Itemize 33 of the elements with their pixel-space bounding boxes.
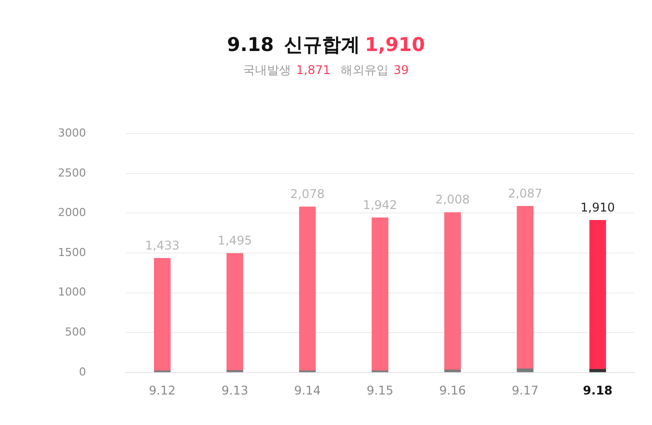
bar — [516, 368, 534, 372]
x-tick-label: 9.15 — [366, 384, 394, 398]
bar — [589, 368, 606, 372]
bar — [444, 212, 461, 370]
total-label: 2,078 — [290, 187, 325, 202]
y-tick-label: 500 — [64, 325, 86, 338]
bar — [226, 253, 244, 371]
chart-subtitle: 국내발생 1,871 해외유입 39 — [243, 63, 409, 77]
x-tick-label: 9.17 — [512, 384, 538, 398]
total-label: 1,910 — [580, 200, 615, 214]
x-tick-label: 9.13 — [221, 384, 248, 398]
total-label: 2,087 — [508, 186, 542, 200]
chart-title: 9.18 신규합계 1,910 — [227, 34, 425, 56]
x-tick-label: 9.16 — [439, 384, 466, 398]
y-tick-label: 1000 — [58, 286, 86, 299]
bar — [516, 206, 534, 370]
y-tick-label: 2500 — [58, 166, 86, 180]
total-label: 1,433 — [145, 238, 180, 252]
y-tick-label: 2000 — [58, 206, 86, 220]
bar — [589, 220, 606, 370]
bar — [372, 217, 388, 372]
total-label: 1,495 — [218, 234, 252, 248]
x-tick-label: 9.12 — [148, 384, 176, 398]
y-tick-label: 0 — [78, 365, 86, 378]
y-tick-label: 1500 — [58, 246, 86, 259]
total-label: 2,008 — [435, 192, 470, 207]
bar — [299, 206, 316, 372]
bar — [154, 258, 171, 372]
total-label: 1,942 — [362, 198, 398, 212]
bar — [444, 370, 461, 372]
y-tick-label: 3000 — [58, 126, 86, 140]
x-tick-label: 9.14 — [294, 384, 321, 398]
x-tick-label: 9.18 — [582, 384, 613, 398]
